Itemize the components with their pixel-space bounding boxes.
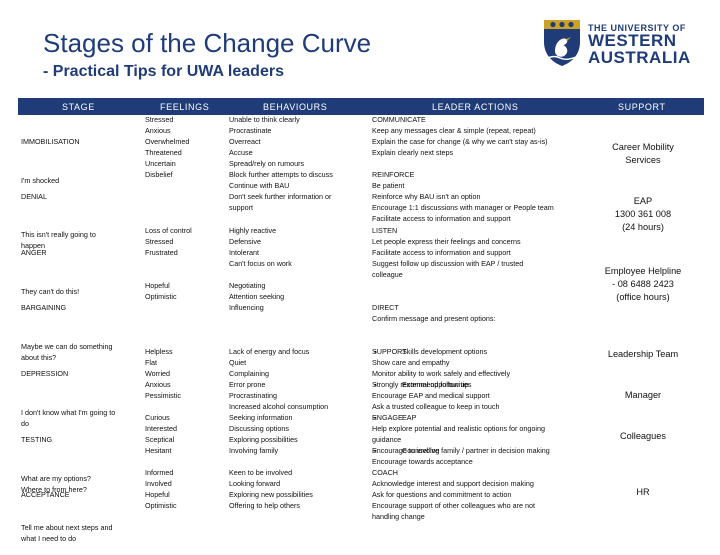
logo-line-2: WESTERN bbox=[588, 31, 677, 50]
stage-cell-immobilisation: IMMOBILISATION I'm shocked bbox=[21, 114, 80, 197]
stage-quote: Tell me about next steps and what I need… bbox=[21, 523, 113, 543]
direct-bullet: EAP bbox=[372, 412, 495, 423]
header-leader-actions: LEADER ACTIONS bbox=[432, 102, 519, 112]
behaviours-anger: Highly reactive Defensive Intolerant Can… bbox=[229, 226, 292, 268]
support-employee-helpline: Employee Helpline - 08 6488 2423 (office… bbox=[604, 266, 682, 302]
leader-actions-coach: COACH Acknowledge interest and support d… bbox=[372, 468, 536, 521]
stage-quote: I don't know what I'm going to do bbox=[21, 408, 116, 428]
feelings-acceptance: Informed Involved Hopeful Optimistic bbox=[145, 468, 177, 510]
stage-quote: I'm shocked bbox=[21, 176, 60, 185]
logo-line-3: AUSTRALIA bbox=[588, 48, 691, 67]
support-colleagues: Colleagues bbox=[620, 431, 666, 441]
support-manager: Manager bbox=[624, 390, 662, 400]
stage-cell-anger: ANGER They can't do this! bbox=[21, 225, 79, 308]
direct-bullet: Skills development options bbox=[372, 346, 495, 357]
header-stage: STAGE bbox=[62, 102, 95, 112]
behaviours-immobilisation: Unable to think clearly Procrastinate Ov… bbox=[229, 115, 305, 168]
stage-cell-depression: DEPRESSION I don't know what I'm going t… bbox=[21, 346, 115, 440]
feelings-depression: Helpless Flat Worried Anxious Pessimisti… bbox=[145, 347, 181, 400]
feelings-immobilisation: Stressed Anxious Overwhelmed Threatened … bbox=[145, 115, 190, 179]
stage-quote: What are my options? Where to from here? bbox=[21, 474, 91, 494]
direct-bullet: Counselling bbox=[372, 445, 495, 456]
header-support: SUPPORT bbox=[618, 102, 666, 112]
stage-name: ACCEPTANCE bbox=[21, 490, 70, 499]
stage-cell-denial: DENIAL This isn't really going to happen bbox=[21, 169, 96, 262]
leader-actions-listen: LISTEN Let people express their feelings… bbox=[372, 226, 524, 279]
header-behaviours: BEHAVIOURS bbox=[263, 102, 328, 112]
support-eap: EAP 1300 361 008 (24 hours) bbox=[614, 196, 672, 232]
feelings-anger: Loss of control Stressed Frustrated bbox=[145, 226, 192, 257]
crest-icon bbox=[544, 20, 580, 66]
feelings-testing: Curious Interested Sceptical Hesitant bbox=[145, 413, 177, 455]
stage-name: DENIAL bbox=[21, 192, 47, 201]
logo-line-1: THE UNIVERSITY OF bbox=[588, 23, 686, 33]
leader-actions-communicate: COMMUNICATE Keep any messages clear & si… bbox=[372, 115, 548, 157]
page-title: Stages of the Change Curve bbox=[43, 28, 372, 58]
leader-actions-reinforce: REINFORCE Be patient Reinforce why BAU i… bbox=[372, 170, 554, 223]
behaviours-denial: Block further attempts to discuss Contin… bbox=[229, 170, 333, 212]
direct-text: DIRECT Confirm message and present optio… bbox=[372, 303, 496, 323]
behaviours-depression: Lack of energy and focus Quiet Complaini… bbox=[229, 347, 329, 411]
behaviours-bargaining: Negotiating Attention seeking Influencin… bbox=[229, 281, 285, 312]
university-logo: THE UNIVERSITY OF WESTERN AUSTRALIA bbox=[542, 18, 714, 70]
stage-quote: They can't do this! bbox=[21, 287, 80, 296]
support-hr: HR bbox=[636, 487, 650, 497]
stage-name: TESTING bbox=[21, 435, 53, 444]
feelings-bargaining: Hopeful Optimistic bbox=[145, 281, 177, 301]
stage-quote: This isn't really going to happen bbox=[21, 230, 96, 250]
direct-bullet: External opportunities bbox=[372, 379, 495, 390]
behaviours-testing: Seeking information Discussing options E… bbox=[229, 413, 298, 455]
stage-name: DEPRESSION bbox=[21, 369, 69, 378]
leader-actions-engage: ENGAGE Help explore potential and realis… bbox=[372, 413, 550, 466]
support-leadership-team: Leadership Team bbox=[607, 349, 679, 359]
stage-name: ANGER bbox=[21, 248, 47, 257]
support-career-mobility: Career Mobility Services bbox=[612, 142, 674, 165]
table-header-bar bbox=[18, 98, 704, 115]
stage-name: IMMOBILISATION bbox=[21, 137, 80, 146]
stage-quote: Maybe we can do something about this? bbox=[21, 342, 113, 362]
leader-actions-support: SUPPORT Show care and empathy Monitor ab… bbox=[372, 347, 511, 411]
stage-cell-acceptance: ACCEPTANCE Tell me about next steps and … bbox=[21, 467, 113, 555]
behaviours-acceptance: Keen to be involved Looking forward Expl… bbox=[229, 468, 313, 510]
header-feelings: FEELINGS bbox=[160, 102, 210, 112]
stage-cell-testing: TESTING What are my options? Where to fr… bbox=[21, 412, 91, 506]
leader-actions-direct: DIRECT Confirm message and present optio… bbox=[372, 280, 495, 467]
stage-cell-bargaining: BARGAINING Maybe we can do something abo… bbox=[21, 280, 113, 374]
stage-name: BARGAINING bbox=[21, 303, 67, 312]
page-subtitle: - Practical Tips for UWA leaders bbox=[43, 63, 284, 80]
